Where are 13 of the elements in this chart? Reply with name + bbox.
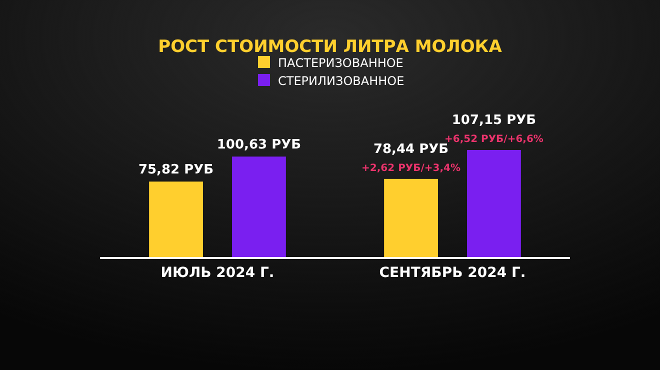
- bar: [467, 150, 521, 258]
- legend-label: СТЕРИЛИЗОВАННОЕ: [278, 74, 404, 88]
- annotation: +2,62 РУБ/+3,4%: [362, 162, 461, 174]
- chart-title: РОСТ СТОИМОСТИ ЛИТРА МОЛОКА: [158, 37, 503, 57]
- x-tick-label: СЕНТЯБРЬ 2024 Г.: [379, 264, 526, 281]
- data-label: 107,15 РУБ: [452, 113, 536, 128]
- x-tick-label: ИЮЛЬ 2024 Г.: [160, 264, 274, 281]
- bar: [384, 178, 438, 258]
- legend-label: ПАСТЕРИЗОВАННОЕ: [278, 56, 404, 70]
- bar: [232, 156, 286, 258]
- data-label: 100,63 РУБ: [216, 138, 302, 153]
- bar: [149, 182, 203, 258]
- data-label: 75,82 РУБ: [138, 162, 214, 178]
